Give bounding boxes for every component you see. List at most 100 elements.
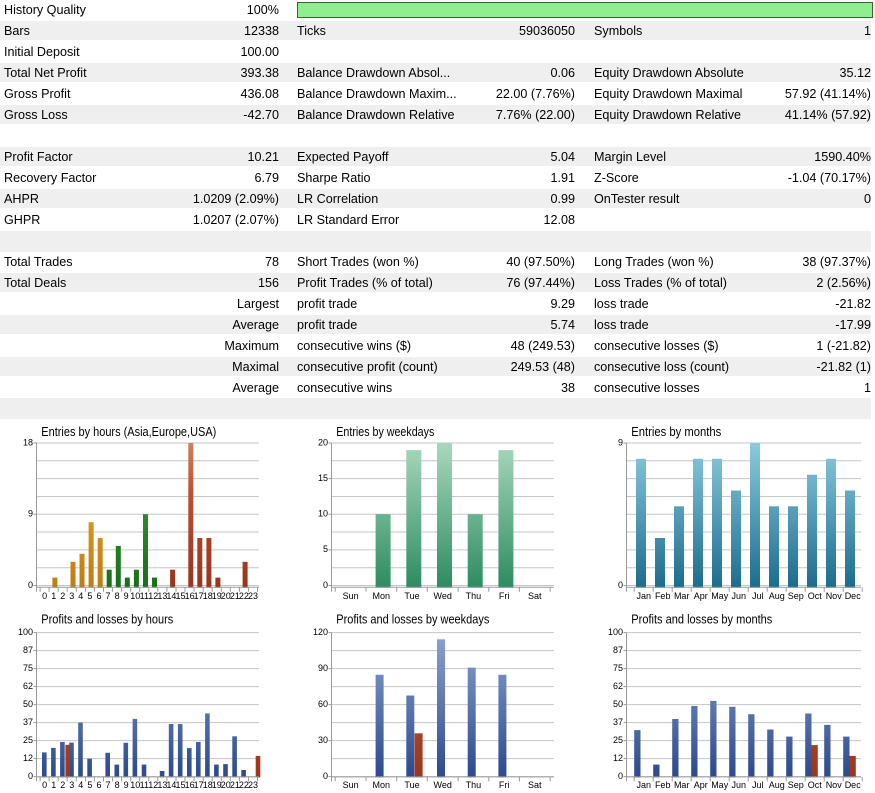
svg-text:12: 12 <box>23 753 33 763</box>
svg-text:17: 17 <box>194 591 204 601</box>
svg-text:75: 75 <box>613 663 623 673</box>
svg-text:21: 21 <box>230 591 240 601</box>
svg-text:62: 62 <box>613 681 623 691</box>
svg-text:Feb: Feb <box>655 780 671 790</box>
svg-text:Aug: Aug <box>769 780 785 790</box>
svg-text:4: 4 <box>78 591 83 601</box>
svg-text:Thu: Thu <box>466 780 482 790</box>
svg-text:18: 18 <box>23 437 33 447</box>
svg-text:Oct: Oct <box>808 591 823 601</box>
svg-text:2: 2 <box>60 780 65 790</box>
svg-text:100: 100 <box>18 627 33 637</box>
svg-text:9: 9 <box>124 780 129 790</box>
svg-text:16: 16 <box>185 591 195 601</box>
svg-text:Profits and losses by weekdays: Profits and losses by weekdays <box>336 613 489 627</box>
svg-text:0: 0 <box>42 780 47 790</box>
svg-text:Aug: Aug <box>769 591 785 601</box>
svg-text:Entries by hours (Asia,Europe,: Entries by hours (Asia,Europe,USA) <box>41 425 216 439</box>
svg-text:15: 15 <box>318 473 328 483</box>
svg-text:Mar: Mar <box>674 591 690 601</box>
svg-text:Sep: Sep <box>788 780 804 790</box>
svg-text:30: 30 <box>318 735 328 745</box>
svg-text:Thu: Thu <box>466 591 482 601</box>
svg-text:Nov: Nov <box>826 780 843 790</box>
svg-text:Fri: Fri <box>499 780 510 790</box>
svg-text:20: 20 <box>221 780 231 790</box>
svg-text:Jan: Jan <box>636 591 651 601</box>
svg-text:9: 9 <box>124 591 129 601</box>
svg-text:3: 3 <box>69 780 74 790</box>
svg-text:7: 7 <box>105 780 110 790</box>
svg-text:Sat: Sat <box>528 591 542 601</box>
svg-text:Dec: Dec <box>845 780 862 790</box>
svg-text:25: 25 <box>23 735 33 745</box>
svg-text:50: 50 <box>23 699 33 709</box>
svg-text:100: 100 <box>608 627 623 637</box>
svg-text:May: May <box>711 591 729 601</box>
svg-text:25: 25 <box>613 735 623 745</box>
svg-text:11: 11 <box>140 591 149 601</box>
svg-text:14: 14 <box>166 591 176 601</box>
svg-text:Jun: Jun <box>731 591 746 601</box>
svg-text:0: 0 <box>618 580 623 590</box>
svg-text:Dec: Dec <box>845 591 862 601</box>
svg-text:11: 11 <box>140 780 149 790</box>
svg-text:21: 21 <box>230 780 240 790</box>
svg-text:60: 60 <box>318 699 328 709</box>
svg-text:0: 0 <box>323 580 328 590</box>
svg-text:0: 0 <box>28 771 33 781</box>
svg-text:Entries by months: Entries by months <box>631 425 721 439</box>
svg-text:5: 5 <box>87 591 92 601</box>
svg-text:19: 19 <box>212 591 222 601</box>
svg-text:18: 18 <box>203 780 213 790</box>
svg-text:Apr: Apr <box>694 780 708 790</box>
svg-text:19: 19 <box>212 780 222 790</box>
svg-text:0: 0 <box>42 591 47 601</box>
svg-text:13: 13 <box>157 591 167 601</box>
svg-text:87: 87 <box>613 645 623 655</box>
svg-text:0: 0 <box>618 771 623 781</box>
svg-text:15: 15 <box>175 780 185 790</box>
svg-text:Wed: Wed <box>434 780 452 790</box>
svg-text:Mon: Mon <box>373 780 391 790</box>
svg-text:0: 0 <box>28 580 33 590</box>
svg-text:3: 3 <box>69 591 74 601</box>
svg-text:20: 20 <box>318 437 328 447</box>
svg-text:7: 7 <box>105 591 110 601</box>
svg-text:9: 9 <box>618 437 623 447</box>
svg-text:12: 12 <box>148 591 158 601</box>
svg-text:0: 0 <box>323 771 328 781</box>
svg-text:Fri: Fri <box>499 591 510 601</box>
svg-text:87: 87 <box>23 645 33 655</box>
svg-text:Nov: Nov <box>826 591 843 601</box>
svg-text:Apr: Apr <box>694 591 708 601</box>
svg-text:15: 15 <box>175 591 185 601</box>
svg-text:Sep: Sep <box>788 591 804 601</box>
svg-text:90: 90 <box>318 663 328 673</box>
svg-text:Tue: Tue <box>404 780 419 790</box>
svg-text:17: 17 <box>194 780 204 790</box>
svg-text:Jul: Jul <box>752 780 764 790</box>
svg-text:13: 13 <box>157 780 167 790</box>
svg-text:50: 50 <box>613 699 623 709</box>
svg-text:May: May <box>711 780 729 790</box>
svg-text:22: 22 <box>239 591 249 601</box>
svg-text:Oct: Oct <box>808 780 823 790</box>
svg-text:Sat: Sat <box>528 780 542 790</box>
svg-text:12: 12 <box>148 780 158 790</box>
svg-text:20: 20 <box>221 591 231 601</box>
svg-text:1: 1 <box>51 780 56 790</box>
svg-text:Sun: Sun <box>343 591 359 601</box>
svg-text:62: 62 <box>23 681 33 691</box>
svg-text:Profits and losses by hours: Profits and losses by hours <box>41 613 173 627</box>
svg-text:1: 1 <box>51 591 56 601</box>
svg-text:Tue: Tue <box>404 591 419 601</box>
svg-text:8: 8 <box>115 591 120 601</box>
svg-text:5: 5 <box>323 544 328 554</box>
svg-text:10: 10 <box>130 591 140 601</box>
svg-text:5: 5 <box>87 780 92 790</box>
svg-text:6: 6 <box>96 780 101 790</box>
svg-text:8: 8 <box>115 780 120 790</box>
svg-text:Sun: Sun <box>343 780 359 790</box>
svg-text:9: 9 <box>28 509 33 519</box>
